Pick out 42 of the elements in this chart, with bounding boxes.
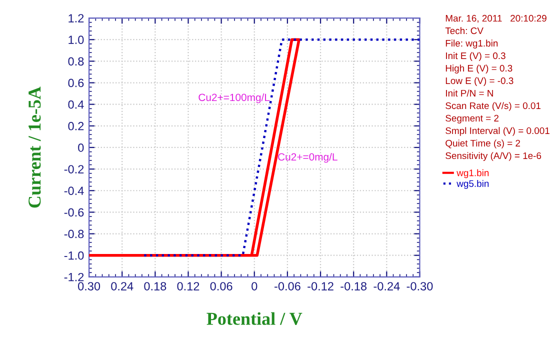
x-tick-label: -0.12: [308, 282, 334, 290]
text: High E (V) = 0.3: [446, 64, 512, 74]
y-tick-label: -0.2: [64, 165, 84, 174]
x-tick-label: 0.24: [111, 282, 134, 290]
text: Smpl Interval (V) = 0.001: [446, 127, 550, 136]
y-tick-label: 0.2: [68, 122, 84, 130]
x-tick-label: -0.24: [374, 282, 400, 290]
text: Scan Rate (V/s) = 0.01: [446, 102, 541, 111]
text: Init P/N = N: [446, 90, 493, 97]
y-tick-label: 0: [78, 144, 84, 152]
text: Tech: CV: [445, 27, 484, 34]
x-tick-label: 0.06: [210, 282, 232, 290]
y-tick-label: 0.8: [68, 57, 84, 66]
y-tick-label: 1.2: [68, 14, 84, 22]
text: Sensitivity (A/V) = 1e-6: [446, 152, 542, 161]
y-tick-label: -0.8: [64, 230, 84, 238]
x-tick-label: 0.30: [78, 282, 100, 290]
x-axis-title: Potential / V: [206, 312, 302, 326]
y-tick-label: 0.6: [68, 78, 84, 88]
x-tick-label: 0.18: [144, 282, 166, 290]
y-tick-label: -1.2: [64, 272, 84, 282]
x-tick-label: -0.06: [274, 282, 300, 290]
x-tick-label: 0: [252, 282, 258, 290]
text: Low E (V) = -0.3: [446, 77, 514, 86]
annotation: Cu2+=0mg/L: [278, 152, 338, 163]
y-tick-label: -0.4: [64, 186, 84, 196]
y-axis-title: Current / 1e-5A: [28, 86, 41, 208]
annotation: Cu2+=100mg/L: [198, 93, 270, 104]
y-tick-label: 0.4: [68, 100, 84, 109]
y-tick-label: 1.0: [68, 36, 84, 44]
text: Segment = 2: [446, 114, 499, 124]
x-tick-label: -0.18: [340, 282, 367, 290]
text: Init E (V) = 0.3: [446, 52, 506, 61]
legend-label: wg1.bin: [456, 169, 489, 178]
x-tick-label: -0.30: [406, 282, 433, 290]
legend-label: wg5.bin: [456, 180, 489, 189]
text: File: wg1.bin: [446, 40, 498, 48]
text: Quiet Time (s) = 2: [446, 140, 520, 148]
y-tick-label: -0.6: [64, 208, 84, 217]
x-tick-label: 0.12: [177, 282, 200, 290]
text: Mar. 16, 2011 20:10:29: [446, 14, 546, 23]
y-tick-label: -1.0: [64, 251, 84, 260]
